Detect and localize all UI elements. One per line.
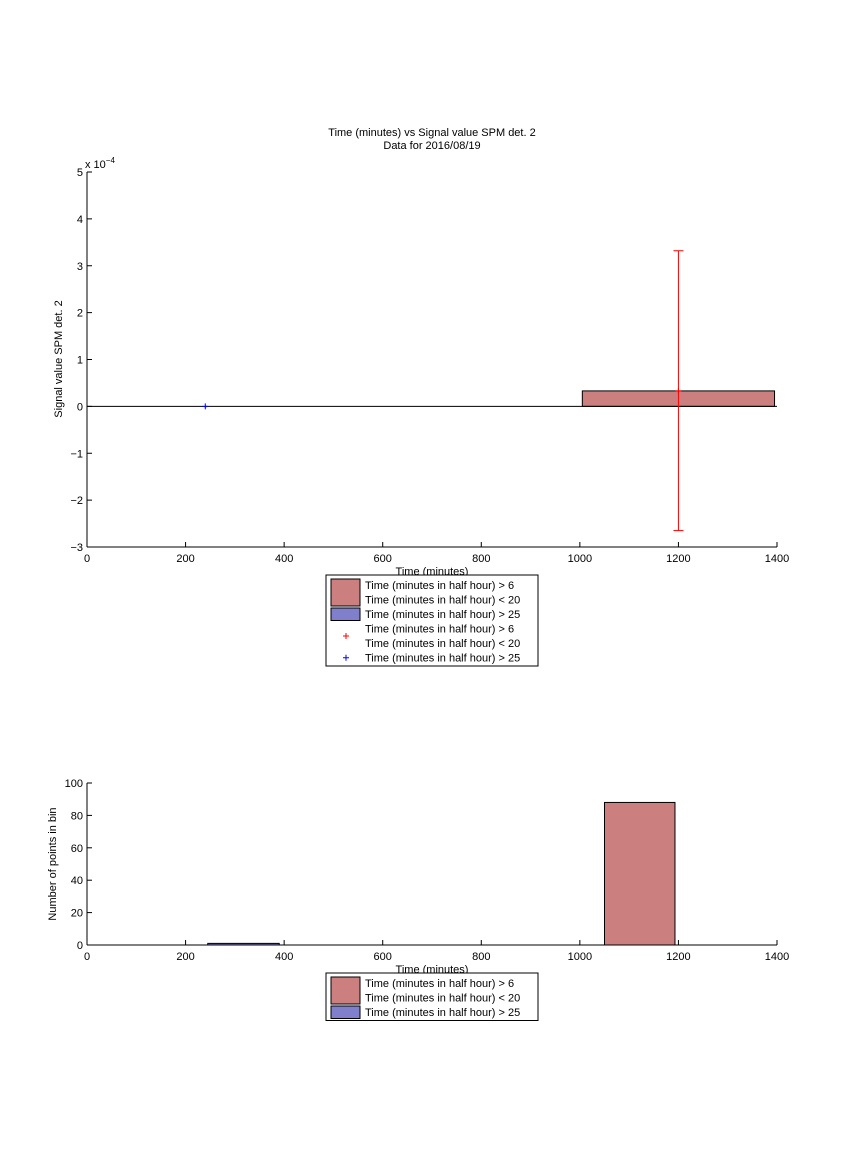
legend-label: Time (minutes in half hour) > 6 (365, 624, 514, 636)
y-tick-label: 4 (77, 214, 83, 226)
x-tick-label: 1400 (765, 553, 789, 565)
y-tick-label: 100 (65, 778, 83, 790)
x-tick-label: 1400 (765, 951, 789, 963)
signal-plot-area: 0 200 400 600 800 1000 1200 1400 −3 −2 −1 0 1 2 3 4 5 (70, 167, 789, 565)
legend-swatch (330, 1005, 361, 1019)
legend-entry-0: Time (minutes in half hour) > 6 Time (min… (330, 578, 520, 607)
x-tick-label: 1000 (568, 553, 592, 565)
x-tick-label: 600 (374, 951, 392, 963)
point-1 (202, 403, 209, 410)
signal-chart: Time (minutes) vs Signal value SPM det. … (53, 127, 789, 667)
legend-label: Time (minutes in half hour) > 25 (365, 1007, 520, 1019)
y-tick-label: 80 (71, 810, 83, 822)
x-tick-label: 0 (84, 951, 90, 963)
histogram-legend: Time (minutes in half hour) > 6 Time (min… (325, 972, 539, 1021)
x-tick-label: 200 (176, 553, 194, 565)
y-tick-label: −2 (70, 495, 83, 507)
y-tick-label: 2 (77, 308, 83, 320)
legend-box (325, 574, 539, 667)
x-tick-label: 800 (472, 553, 490, 565)
y-tick-label: 40 (71, 875, 83, 887)
y-tick-label: 0 (77, 940, 83, 952)
y-tick-label: 5 (77, 167, 83, 179)
legend-entry-2: Time (minutes in half hour) > 6 Time (min… (343, 624, 520, 650)
point-0 (675, 387, 682, 394)
y-axis-label: Signal value SPM det. 2 (53, 300, 65, 417)
y-tick-label: 1 (77, 355, 83, 367)
y-tick-label: 20 (71, 908, 83, 920)
legend-box (325, 972, 539, 1021)
histogram-chart: 0 200 400 600 800 1000 1200 1400 0 20 40 60 80 100 Ti… (47, 778, 789, 1021)
y-tick-label: −1 (70, 448, 83, 460)
x-tick-label: 1200 (666, 553, 690, 565)
y-axis-label: Number of points in bin (47, 807, 59, 920)
x-tick-label: 800 (472, 951, 490, 963)
legend-swatch (330, 607, 361, 621)
legend-entry-1: Time (minutes in half hour) > 25 (330, 607, 520, 621)
y-exponent-power: −4 (106, 156, 116, 165)
legend-entry-3: Time (minutes in half hour) > 25 (343, 653, 520, 665)
legend-label: Time (minutes in half hour) < 20 (365, 595, 520, 607)
x-tick-label: 600 (374, 553, 392, 565)
legend-label: Time (minutes in half hour) < 20 (365, 638, 520, 650)
legend-label: Time (minutes in half hour) < 20 (365, 993, 520, 1005)
bar-1 (604, 801, 676, 946)
signal-legend: Time (minutes in half hour) > 6 Time (min… (325, 574, 539, 667)
x-tick-label: 400 (275, 951, 293, 963)
legend-label: Time (minutes in half hour) > 25 (365, 653, 520, 665)
y-exponent-base: x 10 (85, 159, 106, 171)
x-tick-label: 200 (176, 951, 194, 963)
x-tick-label: 400 (275, 553, 293, 565)
x-tick-label: 0 (84, 553, 90, 565)
y-tick-label: 0 (77, 401, 83, 413)
legend-entry-0: Time (minutes in half hour) > 6 Time (min… (330, 976, 520, 1005)
histogram-plot-area: 0 200 400 600 800 1000 1200 1400 0 20 40 60 80 100 (65, 778, 790, 963)
x-tick-label: 1200 (666, 951, 690, 963)
chart-subtitle: Data for 2016/08/19 (383, 140, 480, 152)
y-tick-label: 3 (77, 261, 83, 273)
legend-label: Time (minutes in half hour) > 25 (365, 609, 520, 621)
chart-title: Time (minutes) vs Signal value SPM det. … (328, 127, 535, 139)
legend-swatch (330, 578, 361, 607)
y-tick-label: 60 (71, 843, 83, 855)
x-tick-label: 1000 (568, 951, 592, 963)
legend-swatch (330, 976, 361, 1005)
legend-label: Time (minutes in half hour) > 6 (365, 978, 514, 990)
y-exponent-label: x 10−4 (85, 156, 115, 171)
y-tick-label: −3 (70, 542, 83, 554)
legend-entry-1: Time (minutes in half hour) > 25 (330, 1005, 520, 1019)
legend-label: Time (minutes in half hour) > 6 (365, 580, 514, 592)
